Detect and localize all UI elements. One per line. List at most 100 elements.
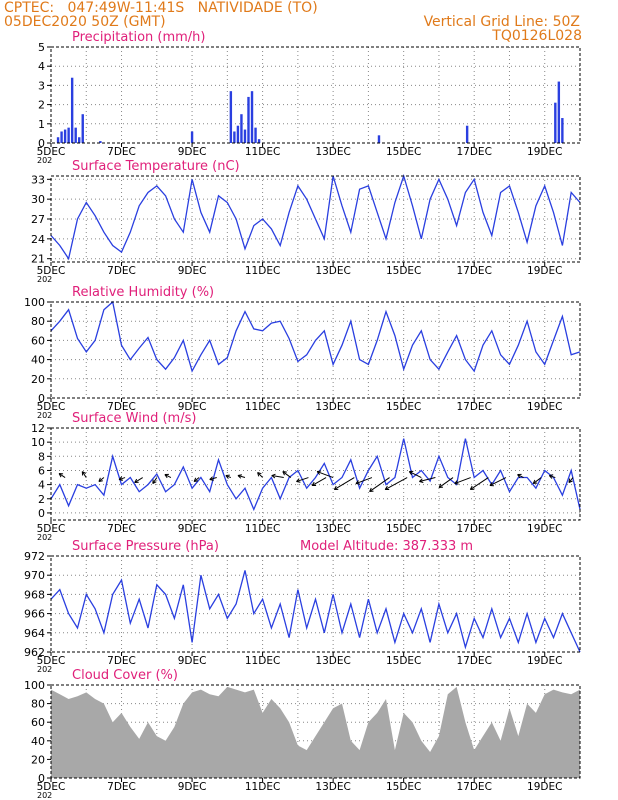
x-tick-label: 7DEC (107, 146, 136, 158)
precip-bar (190, 131, 194, 143)
x-tick-label: 9DEC (178, 523, 207, 535)
precip-bar (99, 141, 102, 143)
y-tick-label: 60 (31, 334, 45, 347)
x-tick-label: 15DEC (386, 401, 421, 413)
wind-arrow (548, 474, 556, 479)
x-tick-label: 5DEC (37, 146, 66, 158)
precip-bar (78, 137, 81, 143)
y-tick-label: 962 (24, 646, 45, 659)
x-tick-label: 11DEC (245, 265, 280, 277)
precip-bar (557, 81, 561, 143)
wind-arrow (58, 473, 66, 478)
x-tick-label: 9DEC (178, 146, 207, 158)
x-tick-label: 11DEC (245, 146, 280, 158)
rh-title: Relative Humidity (%) (72, 285, 214, 300)
precip-title: Precipitation (mm/h) (72, 30, 205, 45)
precip-panel-frame (50, 46, 581, 144)
wind-arrow (271, 473, 284, 479)
wind-arrow (193, 477, 200, 483)
y-tick-label: 40 (31, 735, 45, 748)
y-tick-label: 5 (38, 41, 45, 54)
y-tick-label: 2 (38, 99, 45, 112)
precip-bar (257, 139, 261, 143)
y-tick-label: 12 (31, 422, 45, 435)
wind-arrow (316, 470, 334, 479)
wind-arrow (419, 477, 436, 483)
x-tick-label: 5DEC (37, 401, 66, 413)
x-tick-label: 5DEC (37, 523, 66, 535)
y-tick-label: 60 (31, 716, 45, 729)
x-year-label: 202 (37, 411, 52, 420)
precip-bar (81, 114, 84, 143)
rh-panel-frame (50, 301, 581, 399)
wind-arrow (209, 476, 217, 481)
x-year-label: 202 (37, 665, 52, 674)
pres-series-line (50, 570, 581, 653)
header-date-line: 05DEC2020 50Z (GMT) (4, 14, 166, 30)
x-tick-label: 9DEC (178, 655, 207, 667)
wind-panel-frame (50, 427, 581, 521)
x-tick-label: 13DEC (315, 265, 350, 277)
y-tick-label: 80 (31, 315, 45, 328)
y-tick-label: 0 (38, 392, 45, 405)
temp-title: Surface Temperature (nC) (72, 159, 240, 174)
rh-series-line (50, 300, 581, 373)
x-tick-label: 7DEC (107, 523, 136, 535)
x-year-label: 202 (37, 156, 52, 165)
y-tick-label: 8 (38, 450, 45, 463)
precip-bar (74, 127, 77, 143)
precip-bar (254, 127, 257, 143)
x-tick-label: 9DEC (178, 781, 207, 793)
cloud-cover-area (51, 686, 580, 778)
y-tick-label: 100 (24, 679, 45, 692)
wind-arrow (369, 477, 390, 493)
x-tick-label: 17DEC (456, 523, 491, 535)
x-tick-label: 13DEC (315, 146, 350, 158)
x-year-label: 202 (37, 275, 52, 284)
y-tick-label: 1 (38, 118, 45, 131)
y-tick-label: 30 (31, 193, 45, 206)
wind-arrow (164, 473, 172, 479)
model-altitude-label: Model Altitude: 387.333 m (300, 539, 473, 554)
wind-arrow (152, 477, 158, 484)
wind-arrow (81, 471, 87, 478)
precip-bar (233, 131, 236, 143)
x-tick-label: 7DEC (107, 265, 136, 277)
wind-arrow (469, 477, 489, 491)
wind-arrow (454, 477, 471, 485)
x-year-label: 202 (37, 791, 52, 800)
wind-arrow (237, 474, 246, 479)
y-tick-label: 966 (24, 608, 45, 621)
pres-panel-frame (50, 555, 581, 653)
x-tick-label: 17DEC (456, 655, 491, 667)
x-tick-label: 19DEC (527, 523, 562, 535)
y-tick-label: 4 (38, 60, 45, 73)
x-tick-label: 19DEC (527, 146, 562, 158)
precip-bar (56, 137, 60, 143)
x-tick-label: 5DEC (37, 655, 66, 667)
header-station-line: CPTEC: 047:49W-11:41S NATIVIDADE (TO) (4, 0, 318, 16)
wind-arrow (568, 477, 574, 483)
x-tick-label: 11DEC (245, 401, 280, 413)
wind-arrow (517, 473, 524, 479)
header-grid-note: Vertical Grid Line: 50Z (423, 14, 580, 30)
y-tick-label: 21 (31, 253, 45, 266)
x-tick-label: 15DEC (386, 146, 421, 158)
x-tick-label: 13DEC (315, 781, 350, 793)
x-tick-label: 15DEC (386, 655, 421, 667)
wind-arrow (225, 474, 232, 479)
x-tick-label: 7DEC (107, 781, 136, 793)
precip-bar (243, 129, 247, 143)
y-tick-label: 100 (24, 296, 45, 309)
x-tick-label: 5DEC (37, 781, 66, 793)
x-tick-label: 13DEC (315, 523, 350, 535)
wind-arrow (257, 472, 263, 478)
precip-bar (561, 118, 564, 143)
temp-series-line (50, 173, 581, 261)
wind-arrow (384, 477, 408, 491)
y-tick-label: 20 (31, 753, 45, 766)
wind-arrow (408, 470, 422, 478)
y-tick-label: 33 (31, 173, 45, 186)
x-tick-label: 13DEC (315, 401, 350, 413)
